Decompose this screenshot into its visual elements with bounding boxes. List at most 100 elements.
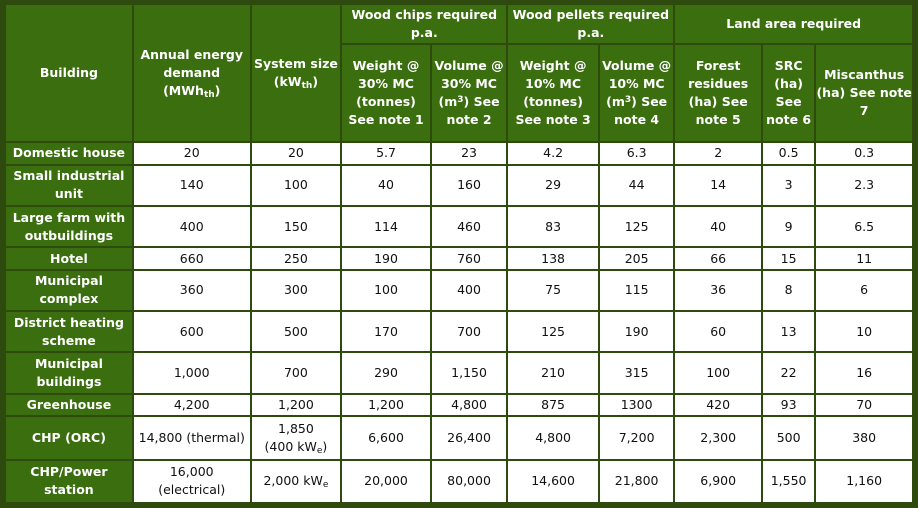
cell-src: 500	[762, 417, 815, 459]
cell-chips-weight: 20,000	[342, 460, 430, 502]
cell-miscanthus: 70	[816, 394, 912, 416]
cell-pellets-volume: 205	[599, 248, 674, 269]
cell-chips-volume: 400	[431, 270, 507, 311]
header-energy-demand: Annual energy demand (MWhth)	[133, 5, 250, 141]
row-label: Greenhouse	[6, 394, 132, 416]
cell-forest-residues: 66	[675, 248, 761, 269]
header-pellets-weight: Weight @ 10% MC (tonnes) See note 3	[508, 45, 598, 141]
cell-chips-volume: 760	[431, 248, 507, 269]
cell-chips-volume: 160	[431, 165, 507, 205]
energy-demand-note: (electrical)	[158, 482, 226, 498]
cell-chips-volume: 460	[431, 206, 507, 247]
system-size-note: (400 kWe)	[264, 438, 328, 456]
cell-miscanthus: 0.3	[816, 143, 912, 164]
cell-chips-weight: 5.7	[342, 143, 430, 164]
cell-src: 13	[762, 312, 815, 352]
cell-chips-weight: 40	[342, 165, 430, 205]
header-forest-residues: Forest residues (ha) See note 5	[675, 45, 761, 141]
header-wood-chips-group: Wood chips required p.a.	[342, 5, 507, 43]
cell-pellets-weight: 125	[508, 312, 598, 352]
table-row: Municipal buildings 1,000 700 290 1,150 …	[6, 353, 912, 393]
cell-miscanthus: 10	[816, 312, 912, 352]
cell-energy-demand: 140	[133, 165, 250, 205]
cell-system-size: 700	[251, 353, 341, 393]
cell-chips-weight: 100	[342, 270, 430, 311]
table-row: Domestic house 20 20 5.7 23 4.2 6.3 2 0.…	[6, 143, 912, 164]
cell-src: 22	[762, 353, 815, 393]
header-chips-weight: Weight @ 30% MC (tonnes) See note 1	[342, 45, 430, 141]
cell-system-size: 1,850 (400 kWe)	[251, 417, 341, 459]
cell-pellets-volume: 125	[599, 206, 674, 247]
cell-miscanthus: 2.3	[816, 165, 912, 205]
cell-forest-residues: 420	[675, 394, 761, 416]
row-label: Municipal complex	[6, 270, 132, 311]
cell-forest-residues: 100	[675, 353, 761, 393]
cell-miscanthus: 6	[816, 270, 912, 311]
cell-pellets-volume: 6.3	[599, 143, 674, 164]
table-body: Domestic house 20 20 5.7 23 4.2 6.3 2 0.…	[6, 143, 912, 502]
table-row: Municipal complex 360 300 100 400 75 115…	[6, 270, 912, 311]
cell-pellets-volume: 7,200	[599, 417, 674, 459]
cell-chips-volume: 4,800	[431, 394, 507, 416]
cell-forest-residues: 2	[675, 143, 761, 164]
cell-forest-residues: 36	[675, 270, 761, 311]
system-size-value: 1,850	[278, 420, 314, 436]
cell-src: 8	[762, 270, 815, 311]
cell-chips-volume: 80,000	[431, 460, 507, 502]
cell-chips-weight: 6,600	[342, 417, 430, 459]
header-system-size: System size (kWth)	[251, 5, 341, 141]
cell-src: 1,550	[762, 460, 815, 502]
table-row: Large farm with outbuildings 400 150 114…	[6, 206, 912, 247]
row-label: Hotel	[6, 248, 132, 269]
cell-system-size: 150	[251, 206, 341, 247]
cell-pellets-weight: 138	[508, 248, 598, 269]
cell-energy-demand: 660	[133, 248, 250, 269]
row-label: Municipal buildings	[6, 353, 132, 393]
cell-energy-demand: 600	[133, 312, 250, 352]
cell-miscanthus: 16	[816, 353, 912, 393]
biomass-requirements-table: Building Annual energy demand (MWhth) Sy…	[4, 3, 914, 504]
cell-chips-weight: 190	[342, 248, 430, 269]
cell-pellets-volume: 190	[599, 312, 674, 352]
table-row: Greenhouse 4,200 1,200 1,200 4,800 875 1…	[6, 394, 912, 416]
table-row: CHP/Power station 16,000 (electrical) 2,…	[6, 460, 912, 502]
cell-pellets-volume: 115	[599, 270, 674, 311]
cell-miscanthus: 1,160	[816, 460, 912, 502]
cell-chips-weight: 170	[342, 312, 430, 352]
cell-pellets-volume: 44	[599, 165, 674, 205]
cell-pellets-weight: 4.2	[508, 143, 598, 164]
cell-chips-weight: 114	[342, 206, 430, 247]
cell-system-size: 20	[251, 143, 341, 164]
cell-energy-demand: 16,000 (electrical)	[133, 460, 250, 502]
header-src: SRC (ha) See note 6	[762, 45, 815, 141]
header-pellets-volume: Volume @ 10% MC (m3) See note 4	[599, 45, 674, 141]
cell-forest-residues: 60	[675, 312, 761, 352]
cell-system-size: 500	[251, 312, 341, 352]
cell-pellets-volume: 1300	[599, 394, 674, 416]
cell-pellets-weight: 75	[508, 270, 598, 311]
table-row: Hotel 660 250 190 760 138 205 66 15 11	[6, 248, 912, 269]
cell-pellets-weight: 210	[508, 353, 598, 393]
cell-pellets-volume: 21,800	[599, 460, 674, 502]
cell-forest-residues: 6,900	[675, 460, 761, 502]
cell-chips-volume: 23	[431, 143, 507, 164]
cell-chips-weight: 290	[342, 353, 430, 393]
row-label: Small industrial unit	[6, 165, 132, 205]
cell-energy-demand: 400	[133, 206, 250, 247]
cell-miscanthus: 380	[816, 417, 912, 459]
cell-energy-demand: 14,800 (thermal)	[133, 417, 250, 459]
table-row: CHP (ORC) 14,800 (thermal) 1,850 (400 kW…	[6, 417, 912, 459]
cell-pellets-weight: 83	[508, 206, 598, 247]
cell-miscanthus: 11	[816, 248, 912, 269]
cell-src: 3	[762, 165, 815, 205]
cell-system-size: 250	[251, 248, 341, 269]
row-label: District heating scheme	[6, 312, 132, 352]
header-miscanthus: Miscanthus (ha) See note 7	[816, 45, 912, 141]
cell-system-size: 100	[251, 165, 341, 205]
row-label: CHP (ORC)	[6, 417, 132, 459]
cell-pellets-weight: 29	[508, 165, 598, 205]
table-row: District heating scheme 600 500 170 700 …	[6, 312, 912, 352]
cell-pellets-weight: 14,600	[508, 460, 598, 502]
cell-system-size: 1,200	[251, 394, 341, 416]
